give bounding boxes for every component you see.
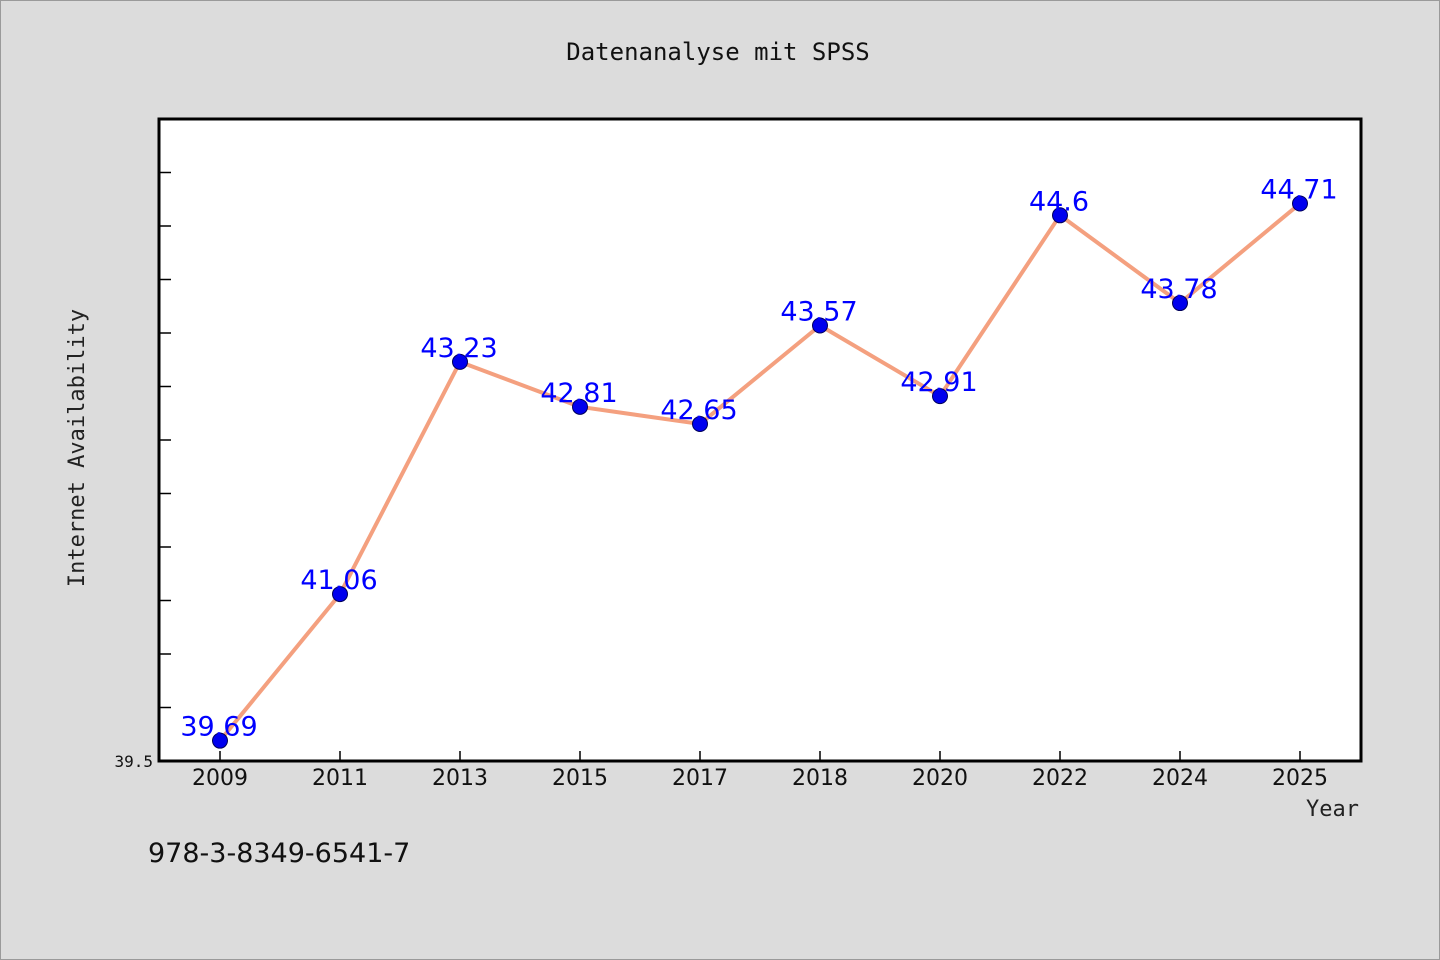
x-tick-label: 2011 — [312, 766, 368, 791]
x-tick-label: 2022 — [1032, 766, 1088, 791]
series-line — [218, 201, 1302, 742]
x-tick-label: 2009 — [192, 766, 248, 791]
data-label: 39.69 — [180, 712, 257, 743]
data-point — [572, 398, 588, 415]
x-axis-label: Year — [1306, 797, 1359, 822]
x-axis-tick-labels: 2009 2011 2013 2015 2017 2018 2020 2022 2024 2025 — [192, 766, 1328, 791]
x-tick-label: 2024 — [1152, 766, 1208, 791]
x-tick-label: 2013 — [432, 766, 488, 791]
data-label: 42.65 — [660, 395, 737, 426]
data-point — [932, 388, 948, 405]
data-label: 44.6 — [1029, 186, 1089, 217]
data-point — [1172, 295, 1188, 312]
data-point — [212, 732, 228, 749]
data-label: 43.57 — [780, 297, 857, 328]
data-label: 42.91 — [900, 367, 977, 398]
x-tick-label: 2015 — [552, 766, 608, 791]
y-tick-label: 39.5 — [114, 752, 153, 771]
data-label: 43.78 — [1140, 274, 1217, 305]
data-label: 41.06 — [300, 565, 377, 596]
data-point — [332, 586, 348, 603]
data-label: 43.23 — [420, 333, 497, 364]
data-label: 42.81 — [540, 378, 617, 409]
chart-title: Datenanalyse mit SPSS — [566, 38, 869, 66]
x-tick-label: 2020 — [912, 766, 968, 791]
y-axis-label: Internet Availability — [65, 309, 90, 587]
data-point — [1292, 195, 1308, 212]
footer-isbn: 978-3-8349-6541-7 — [148, 838, 410, 869]
data-labels-group: 39.69 41.06 43.23 42.81 42.65 43.57 42.91 44.6 4… — [180, 175, 1337, 743]
y-axis-ticks — [159, 118, 171, 762]
data-label: 44.71 — [1260, 175, 1337, 206]
series-line-group — [218, 201, 1302, 742]
plot-area — [157, 117, 1363, 763]
x-tick-label: 2025 — [1272, 766, 1328, 791]
x-axis-ticks — [219, 751, 1301, 761]
series-markers-group — [212, 195, 1308, 749]
data-point — [452, 353, 468, 370]
x-tick-label: 2017 — [672, 766, 728, 791]
data-point — [1052, 207, 1068, 224]
x-tick-label: 2018 — [792, 766, 848, 791]
data-point — [812, 317, 828, 334]
data-point — [692, 415, 708, 432]
